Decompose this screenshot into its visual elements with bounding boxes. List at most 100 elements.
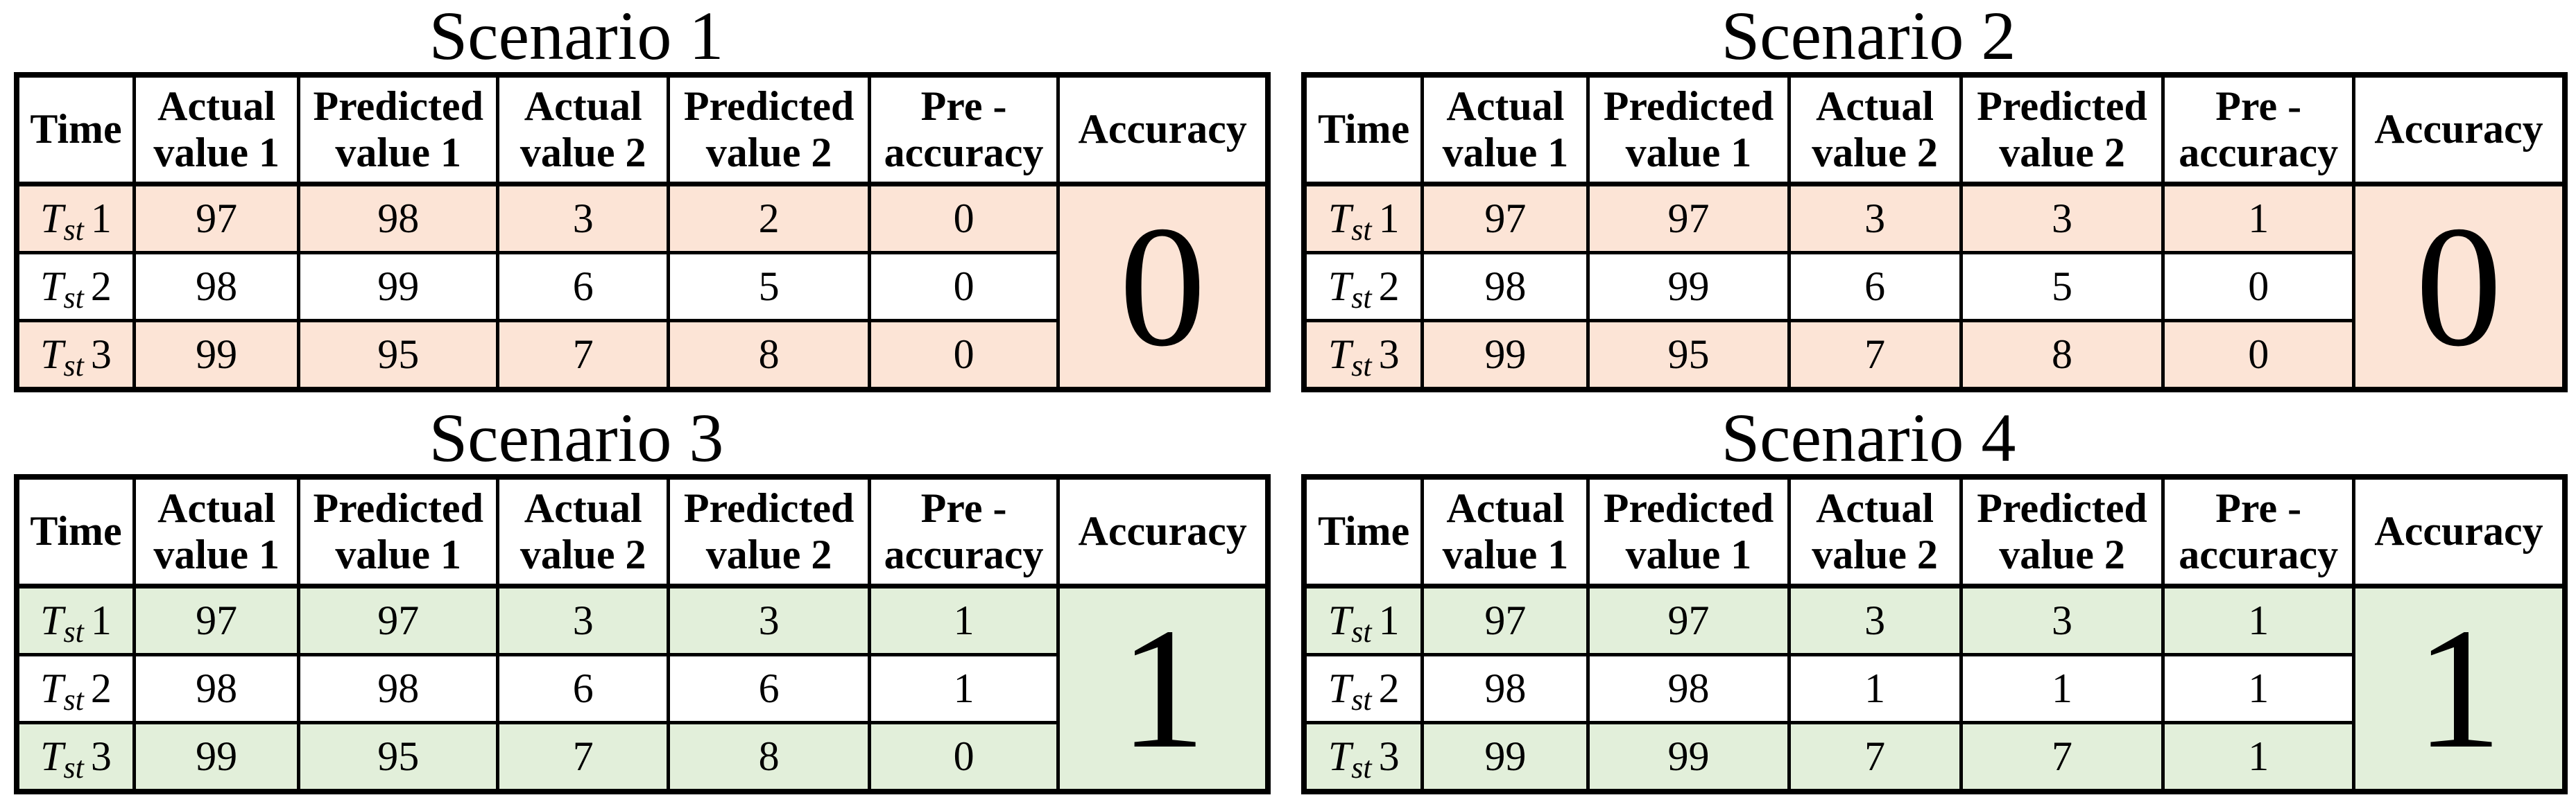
time-cell: Tst 3 [15,721,137,794]
time-cell: Tst 1 [1302,182,1425,254]
header-row: Time Actual value 1 Predicted value 1 Actu… [1302,73,2567,186]
value-cell: 3 [667,584,871,656]
header-row: Time Actual value 1 Predicted value 1 Actu… [1302,475,2567,589]
table-row: Tst 3 99 99 7 7 1 [1302,721,2565,794]
table-row: Tst 2 98 98 6 6 1 [15,653,1268,724]
time-cell: Tst 2 [1302,251,1425,322]
table-row: Tst 3 99 95 7 8 0 [1302,319,2565,392]
scenario-1-block: Scenario 1 Time Actual value 1 Predicted v… [14,0,1271,392]
value-cell: 97 [1420,182,1590,254]
value-cell: 98 [297,182,500,254]
value-cell: 3 [496,584,671,656]
pre-accuracy-cell: 0 [2161,251,2355,322]
value-cell: 7 [1787,721,1963,794]
value-cell: 6 [1787,251,1963,322]
value-cell: 97 [1586,584,1791,656]
value-cell: 8 [1959,319,2165,392]
value-cell: 7 [496,319,671,392]
table-row: Tst 1 97 97 3 3 1 1 [15,584,1270,794]
header-row: Time Actual value 1 Predicted value 1 Actu… [15,73,1270,186]
value-cell: 99 [1420,319,1590,392]
col-header-pre-accuracy: Pre - accuracy [2161,73,2355,186]
col-header-actual-value-2: Actual value 2 [1787,475,1963,589]
value-cell: 99 [1420,721,1590,794]
col-header-actual-value-2: Actual value 2 [496,475,671,589]
value-cell: 7 [496,721,671,794]
pre-accuracy-cell: 0 [2161,319,2355,392]
value-cell: 8 [667,721,871,794]
pre-accuracy-cell: 1 [867,653,1061,724]
pre-accuracy-cell: 1 [2161,584,2355,656]
value-cell: 6 [496,251,671,322]
value-cell: 7 [1959,721,2165,794]
accuracy-cell: 1 [1056,584,1270,794]
value-cell: 3 [1959,584,2165,656]
table-row: Tst 2 98 98 1 1 1 [1302,653,2565,724]
value-cell: 99 [132,319,301,392]
value-cell: 99 [297,251,500,322]
col-header-time: Time [1302,475,1425,589]
col-header-predicted-value-2: Predicted value 2 [1959,73,2165,186]
value-cell: 95 [1586,319,1791,392]
col-header-actual-value-2: Actual value 2 [496,73,671,186]
scenario-4-title: Scenario 4 [1721,399,2016,476]
pre-accuracy-cell: 0 [867,182,1061,254]
value-cell: 97 [1420,584,1590,656]
time-cell: Tst 1 [15,182,137,254]
accuracy-cell: 0 [2351,182,2567,392]
value-cell: 97 [1586,182,1791,254]
value-cell: 3 [1787,182,1963,254]
accuracy-cell: 1 [2351,584,2567,794]
scenario-3-block: Scenario 3 Time Actual value 1 Predicted v… [14,402,1271,794]
col-header-accuracy: Accuracy [2351,475,2567,589]
scenario-2-block: Scenario 2 Time Actual value 1 Predicted v… [1301,0,2568,392]
table-row: Tst 1 97 98 3 2 0 0 [15,182,1270,392]
table-row: Tst 1 97 97 3 3 1 1 [1302,584,2567,794]
table-row: Tst 1 97 97 3 3 1 0 [1302,182,2567,392]
col-header-time: Time [1302,73,1425,186]
scenario-3-title: Scenario 3 [429,399,724,476]
table-row: Tst 3 99 95 7 8 0 [15,721,1268,794]
col-header-time: Time [15,475,137,589]
value-cell: 95 [297,721,500,794]
col-header-actual-value-2: Actual value 2 [1787,73,1963,186]
col-header-predicted-value-1: Predicted value 1 [297,475,500,589]
value-cell: 98 [1420,653,1590,724]
col-header-accuracy: Accuracy [1056,475,1270,589]
scenario-3-table: Time Actual value 1 Predicted value 1 Actu… [14,474,1271,794]
col-header-time: Time [15,73,137,186]
col-header-actual-value-1: Actual value 1 [1420,475,1590,589]
pre-accuracy-cell: 1 [2161,182,2355,254]
value-cell: 6 [496,653,671,724]
value-cell: 3 [1959,182,2165,254]
value-cell: 3 [496,182,671,254]
pre-accuracy-cell: 1 [867,584,1061,656]
value-cell: 97 [297,584,500,656]
col-header-predicted-value-1: Predicted value 1 [1586,475,1791,589]
value-cell: 95 [297,319,500,392]
value-cell: 1 [1787,653,1963,724]
scenario-2-table: Time Actual value 1 Predicted value 1 Actu… [1301,72,2568,392]
scenario-2-title: Scenario 2 [1721,0,2016,74]
value-cell: 99 [132,721,301,794]
value-cell: 7 [1787,319,1963,392]
col-header-predicted-value-1: Predicted value 1 [1586,73,1791,186]
value-cell: 6 [667,653,871,724]
accuracy-cell: 0 [1056,182,1270,392]
time-cell: Tst 1 [1302,584,1425,656]
table-row: Tst 2 98 99 6 5 0 [15,251,1268,322]
col-header-pre-accuracy: Pre - accuracy [2161,475,2355,589]
table-row: Tst 3 99 95 7 8 0 [15,319,1268,392]
scenario-4-table: Time Actual value 1 Predicted value 1 Actu… [1301,474,2568,794]
value-cell: 2 [667,182,871,254]
col-header-predicted-value-2: Predicted value 2 [667,73,871,186]
value-cell: 97 [132,584,301,656]
time-cell: Tst 3 [1302,319,1425,392]
value-cell: 99 [1586,251,1791,322]
pre-accuracy-cell: 1 [2161,653,2355,724]
time-cell: Tst 2 [1302,653,1425,724]
col-header-predicted-value-1: Predicted value 1 [297,73,500,186]
value-cell: 5 [1959,251,2165,322]
value-cell: 3 [1787,584,1963,656]
